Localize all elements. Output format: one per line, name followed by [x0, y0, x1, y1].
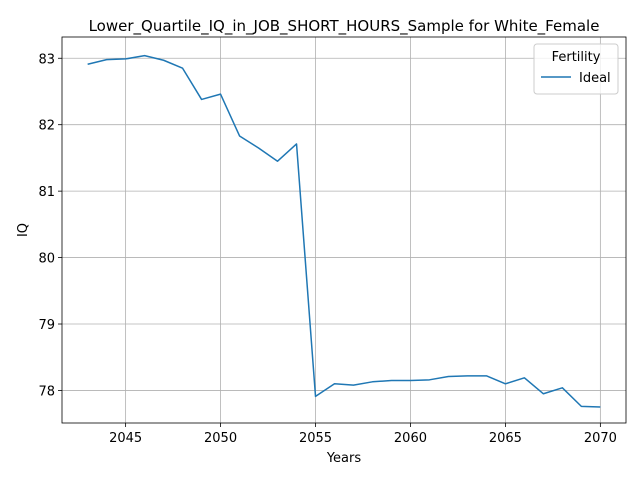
y-axis-label: IQ [16, 223, 31, 237]
legend-box [533, 43, 619, 95]
x-tick-label: 2065 [489, 431, 522, 446]
legend-title: Fertility [552, 50, 601, 65]
series-line-ideal [87, 54, 601, 408]
y-tick-label: 83 [38, 52, 55, 67]
series-layer [87, 54, 601, 408]
y-axis: 78 79 80 81 82 83 [38, 52, 62, 399]
chart-title: Lower_Quartile_IQ_in_JOB_SHORT_HOURS_Sam… [89, 17, 600, 36]
y-tick-label: 79 [38, 318, 55, 333]
y-tick-label: 81 [38, 185, 55, 200]
plot-frame [61, 36, 627, 424]
y-tick-label: 80 [38, 252, 55, 267]
grid-lines [62, 37, 626, 423]
legend: Fertility Ideal [533, 43, 619, 95]
y-tick-label: 82 [38, 119, 55, 134]
y-tick-label: 78 [38, 384, 55, 399]
legend-label: Ideal [579, 71, 611, 86]
x-axis: 2045 2050 2055 2060 2065 2070 [109, 423, 617, 446]
x-axis-label: Years [326, 451, 362, 466]
x-tick-label: 2055 [299, 431, 332, 446]
x-tick-label: 2060 [394, 431, 427, 446]
x-tick-label: 2045 [109, 431, 142, 446]
x-tick-label: 2050 [204, 431, 237, 446]
x-tick-label: 2070 [584, 431, 617, 446]
